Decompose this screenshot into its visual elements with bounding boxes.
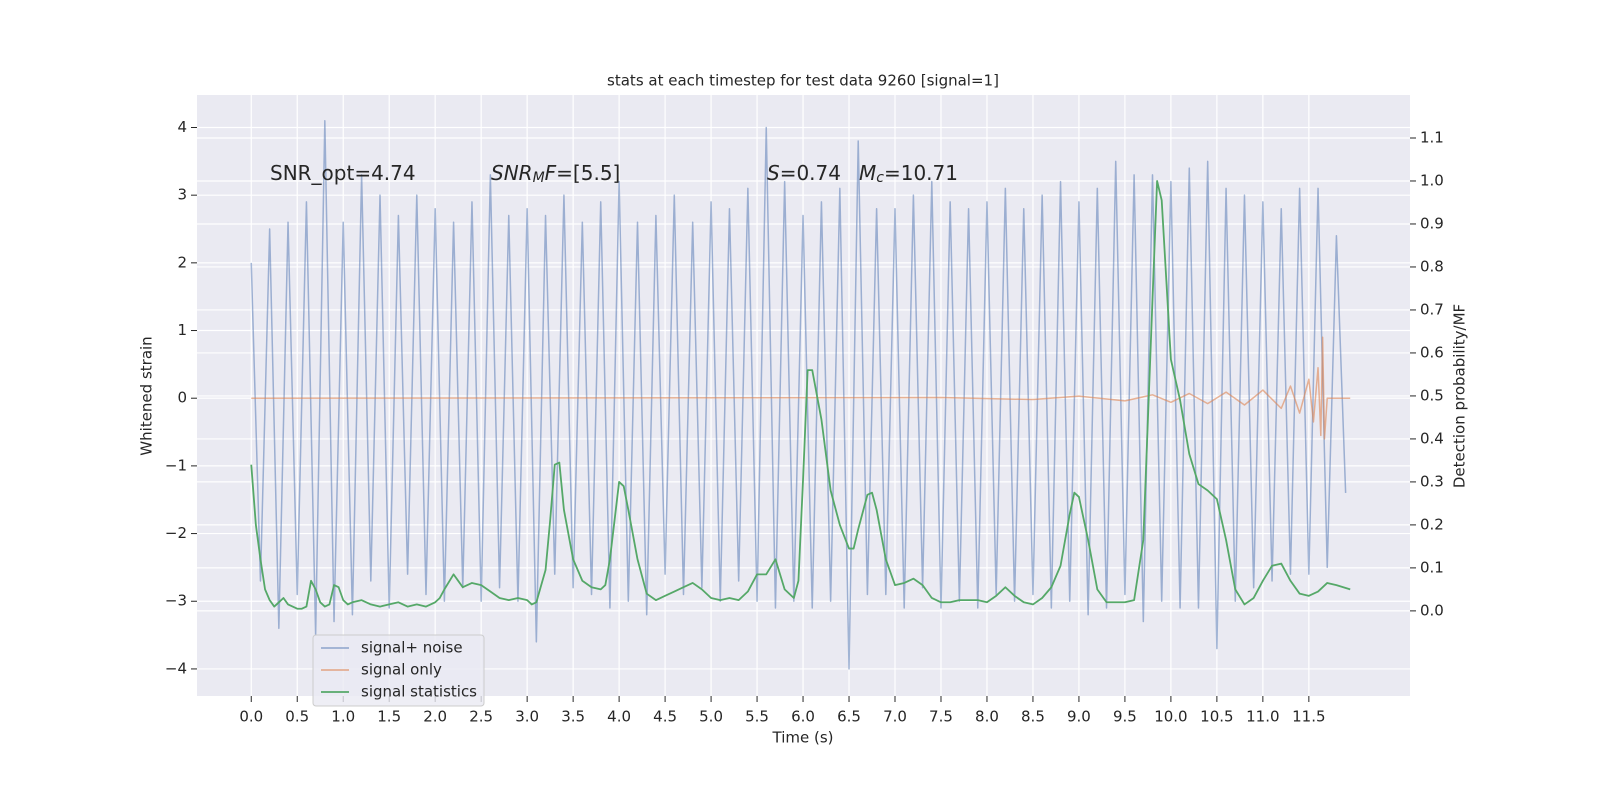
- y2-tick-label: 0.2: [1420, 515, 1444, 533]
- series-line: [250, 119, 1347, 670]
- x-tick-label: 5.5: [745, 708, 769, 726]
- annotation-part: SNR_opt=4.74: [270, 161, 416, 185]
- y2-tick-label: 1.1: [1420, 128, 1444, 146]
- y-tick-label: −4: [165, 659, 187, 677]
- annotation-part: M: [533, 170, 545, 186]
- legend-label: signal only: [361, 661, 442, 679]
- x-tick-label: 2.5: [469, 708, 493, 726]
- x-tick-label: 7.5: [929, 708, 953, 726]
- y2-tick-label: 0.5: [1420, 386, 1444, 404]
- annotation-part: =0.74: [780, 161, 841, 185]
- annotation: S=0.74: [767, 161, 841, 185]
- x-tick-label: 3.0: [515, 708, 539, 726]
- y-tick-label: 3: [177, 186, 187, 204]
- annotation-part: F: [545, 161, 557, 185]
- y2-axis-label: Detection probability/MF: [1451, 304, 1469, 488]
- y2-tick-label: 0.7: [1420, 300, 1444, 318]
- x-tick-label: 11.0: [1246, 708, 1279, 726]
- y2-tick-label: 0.1: [1420, 558, 1444, 576]
- y2-tick-label: 0.6: [1420, 343, 1444, 361]
- y2-tick-label: 0.9: [1420, 214, 1444, 232]
- y2-tick-label: 0.8: [1420, 257, 1444, 275]
- series-line: [250, 180, 1351, 610]
- y-tick-label: 0: [177, 389, 187, 407]
- y-tick-label: 4: [177, 118, 187, 136]
- x-tick-label: 5.0: [699, 708, 723, 726]
- annotation: Mc=10.71: [859, 161, 958, 187]
- annotation-part: =10.71: [884, 161, 958, 185]
- x-tick-label: 11.5: [1292, 708, 1325, 726]
- x-tick-label: 6.5: [837, 708, 861, 726]
- x-tick-label: 10.5: [1200, 708, 1233, 726]
- x-tick-label: 7.0: [883, 708, 907, 726]
- annotation-part: =[5.5]: [556, 161, 620, 185]
- annotation: SNR_opt=4.74: [270, 161, 416, 185]
- x-tick-label: 1.0: [331, 708, 355, 726]
- y-tick-label: −2: [165, 524, 187, 542]
- x-tick-label: 3.5: [561, 708, 585, 726]
- annotation-part: M: [859, 161, 876, 185]
- x-tick-label: 9.0: [1067, 708, 1091, 726]
- annotation-part: S: [767, 161, 780, 185]
- y-axis-label: Whitened strain: [138, 336, 156, 455]
- y-tick-label: −1: [165, 456, 187, 474]
- x-tick-label: 1.5: [377, 708, 401, 726]
- x-tick-label: 4.0: [607, 708, 631, 726]
- annotation-part: SNR: [491, 161, 533, 185]
- x-tick-label: 6.0: [791, 708, 815, 726]
- y2-tick-label: 0.4: [1420, 429, 1444, 447]
- x-tick-label: 10.0: [1154, 708, 1187, 726]
- x-tick-label: 2.0: [423, 708, 447, 726]
- x-tick-label: 8.0: [975, 708, 999, 726]
- y-tick-label: 1: [177, 321, 187, 339]
- x-tick-label: 4.5: [653, 708, 677, 726]
- x-tick-label: 0.0: [239, 708, 263, 726]
- x-tick-label: 0.5: [285, 708, 309, 726]
- y-tick-label: 2: [177, 253, 187, 271]
- annotation: SNRMF=[5.5]: [491, 161, 620, 187]
- y2-tick-label: 0.3: [1420, 472, 1444, 490]
- legend: signal+ noise signal only signal statistic…: [312, 634, 485, 707]
- legend-box: [312, 634, 485, 707]
- x-axis-label: Time (s): [772, 729, 834, 747]
- y-tick-label: −3: [165, 592, 187, 610]
- series-line: [251, 336, 1351, 440]
- x-tick-label: 8.5: [1021, 708, 1045, 726]
- chart-title: stats at each timestep for test data 926…: [607, 72, 999, 90]
- legend-label: signal statistics: [361, 683, 477, 701]
- y2-tick-label: 1.0: [1420, 171, 1444, 189]
- x-tick-label: 9.5: [1113, 708, 1137, 726]
- y2-tick-label: 0.0: [1420, 601, 1444, 619]
- annotation-part: c: [876, 170, 884, 186]
- legend-label: signal+ noise: [361, 639, 463, 657]
